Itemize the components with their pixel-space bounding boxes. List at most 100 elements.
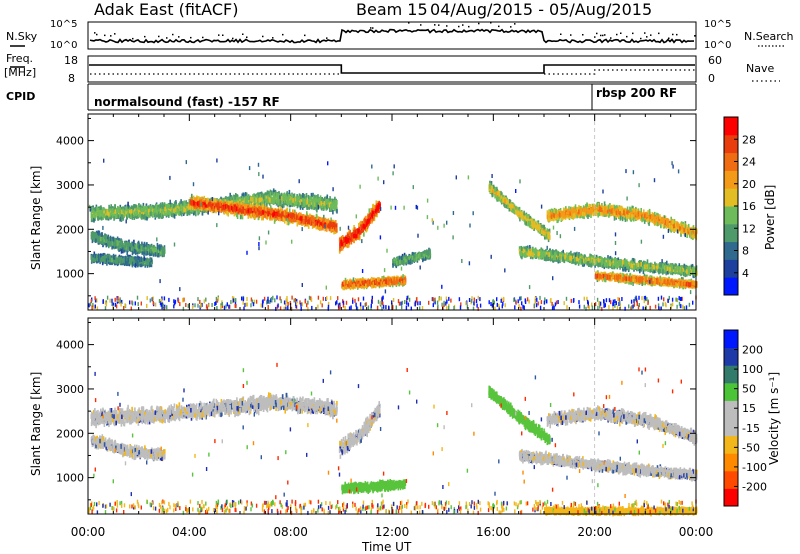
scatter-cell xyxy=(272,188,275,193)
scatter-cell xyxy=(271,190,273,195)
scatter-cell xyxy=(278,191,280,196)
scatter-cell xyxy=(291,214,293,220)
scatter-cell xyxy=(327,218,330,223)
scatter-cell xyxy=(124,257,127,262)
nave-trace xyxy=(90,69,695,75)
nsky-trace xyxy=(89,28,695,44)
scatter-cell xyxy=(332,209,334,215)
scatter-cell xyxy=(286,191,288,196)
scatter-cell xyxy=(315,196,318,201)
nsky-dot xyxy=(202,36,204,39)
nsky-dot xyxy=(616,33,618,36)
scatter-cell xyxy=(90,235,93,240)
scatter-cell xyxy=(130,209,133,214)
nsky-dot xyxy=(632,32,634,35)
nave-label: Nave xyxy=(746,62,774,75)
scatter-cell xyxy=(261,215,263,221)
scatter-cell xyxy=(273,200,275,205)
scatter-cell xyxy=(243,210,246,215)
scatter-cell xyxy=(109,242,112,247)
scatter-cell xyxy=(163,246,165,252)
scatter-cell xyxy=(146,250,149,256)
scatter-cell xyxy=(190,199,192,204)
scatter-cell xyxy=(234,206,236,211)
scatter-cell xyxy=(197,196,200,201)
scatter-cell xyxy=(303,202,305,207)
scatter-cell xyxy=(141,207,143,213)
scatter-cell xyxy=(117,214,120,219)
scatter-cell xyxy=(116,207,118,213)
scatter-cell xyxy=(244,204,246,209)
scatter-cell xyxy=(253,213,255,218)
scatter-cell xyxy=(264,192,266,198)
figure-title: Adak East (fitACF) xyxy=(94,0,238,19)
scatter-cell xyxy=(150,206,152,211)
scatter-cell xyxy=(100,232,103,237)
scatter-cell xyxy=(100,205,102,210)
scatter-cell xyxy=(320,217,322,223)
scatter-cell xyxy=(179,211,182,216)
nsky-dot xyxy=(672,33,674,36)
scatter-cell xyxy=(213,197,215,203)
nsky-dot xyxy=(94,32,96,34)
scatter-cell xyxy=(247,195,249,200)
scatter-cell xyxy=(317,194,319,199)
scatter-cell xyxy=(146,244,149,250)
scatter-cell xyxy=(138,212,141,217)
scatter-cell xyxy=(306,205,308,210)
scatter-cell xyxy=(317,198,320,204)
scatter-cell xyxy=(309,201,311,206)
scatter-cell xyxy=(112,255,115,260)
nsky-dot xyxy=(594,36,596,38)
scatter-cell xyxy=(247,208,250,213)
nsky-dot xyxy=(218,34,220,36)
scatter-cell xyxy=(189,205,192,210)
scatter-cell xyxy=(313,221,316,227)
nsky-dot xyxy=(560,33,562,35)
scatter-cell xyxy=(104,234,106,239)
scatter-cell xyxy=(94,253,97,259)
scatter-cell xyxy=(290,197,293,202)
scatter-cell xyxy=(137,205,139,210)
nsky-dot xyxy=(438,24,440,26)
scatter-cell xyxy=(92,234,95,239)
scatter-cell xyxy=(133,211,136,216)
scatter-cell xyxy=(131,250,134,256)
scatter-cell xyxy=(123,209,126,214)
scatter-cell xyxy=(215,203,217,208)
scatter-cell xyxy=(239,214,242,220)
scatter-cell xyxy=(300,194,302,199)
scatter-cell xyxy=(258,193,260,198)
nsky-dot xyxy=(104,34,106,37)
scatter-cell xyxy=(150,257,153,263)
scatter-cell xyxy=(307,215,309,220)
scatter-cell xyxy=(195,197,197,202)
scatter-cell xyxy=(142,202,145,208)
scatter-cell xyxy=(260,197,263,202)
scatter-cell xyxy=(258,198,261,203)
scatter-cell xyxy=(322,218,325,223)
scatter-cell xyxy=(304,219,307,225)
scatter-cell xyxy=(335,227,337,232)
scatter-cell xyxy=(164,206,166,212)
scatter-cell xyxy=(332,221,334,227)
scatter-cell xyxy=(303,214,305,220)
scatter-cell xyxy=(270,208,273,213)
scatter-cell xyxy=(296,222,299,227)
scatter-cell xyxy=(133,215,136,220)
scatter-cell xyxy=(119,211,121,217)
scatter-cell xyxy=(333,200,335,205)
scatter-cell xyxy=(211,204,213,209)
scatter-cell xyxy=(333,222,336,227)
cpid-mode-2: rbsp 200 RF xyxy=(596,86,677,100)
scatter-cell xyxy=(170,212,173,218)
scatter-cell xyxy=(124,244,127,249)
scatter-cell xyxy=(286,207,288,212)
scatter-cell xyxy=(302,198,305,203)
scatter-cell xyxy=(197,210,199,216)
scatter-cell xyxy=(150,211,152,216)
cpid-strip xyxy=(87,83,697,111)
scatter-cell xyxy=(143,242,146,248)
nsky-dot xyxy=(370,27,372,29)
scatter-cell xyxy=(320,201,322,206)
